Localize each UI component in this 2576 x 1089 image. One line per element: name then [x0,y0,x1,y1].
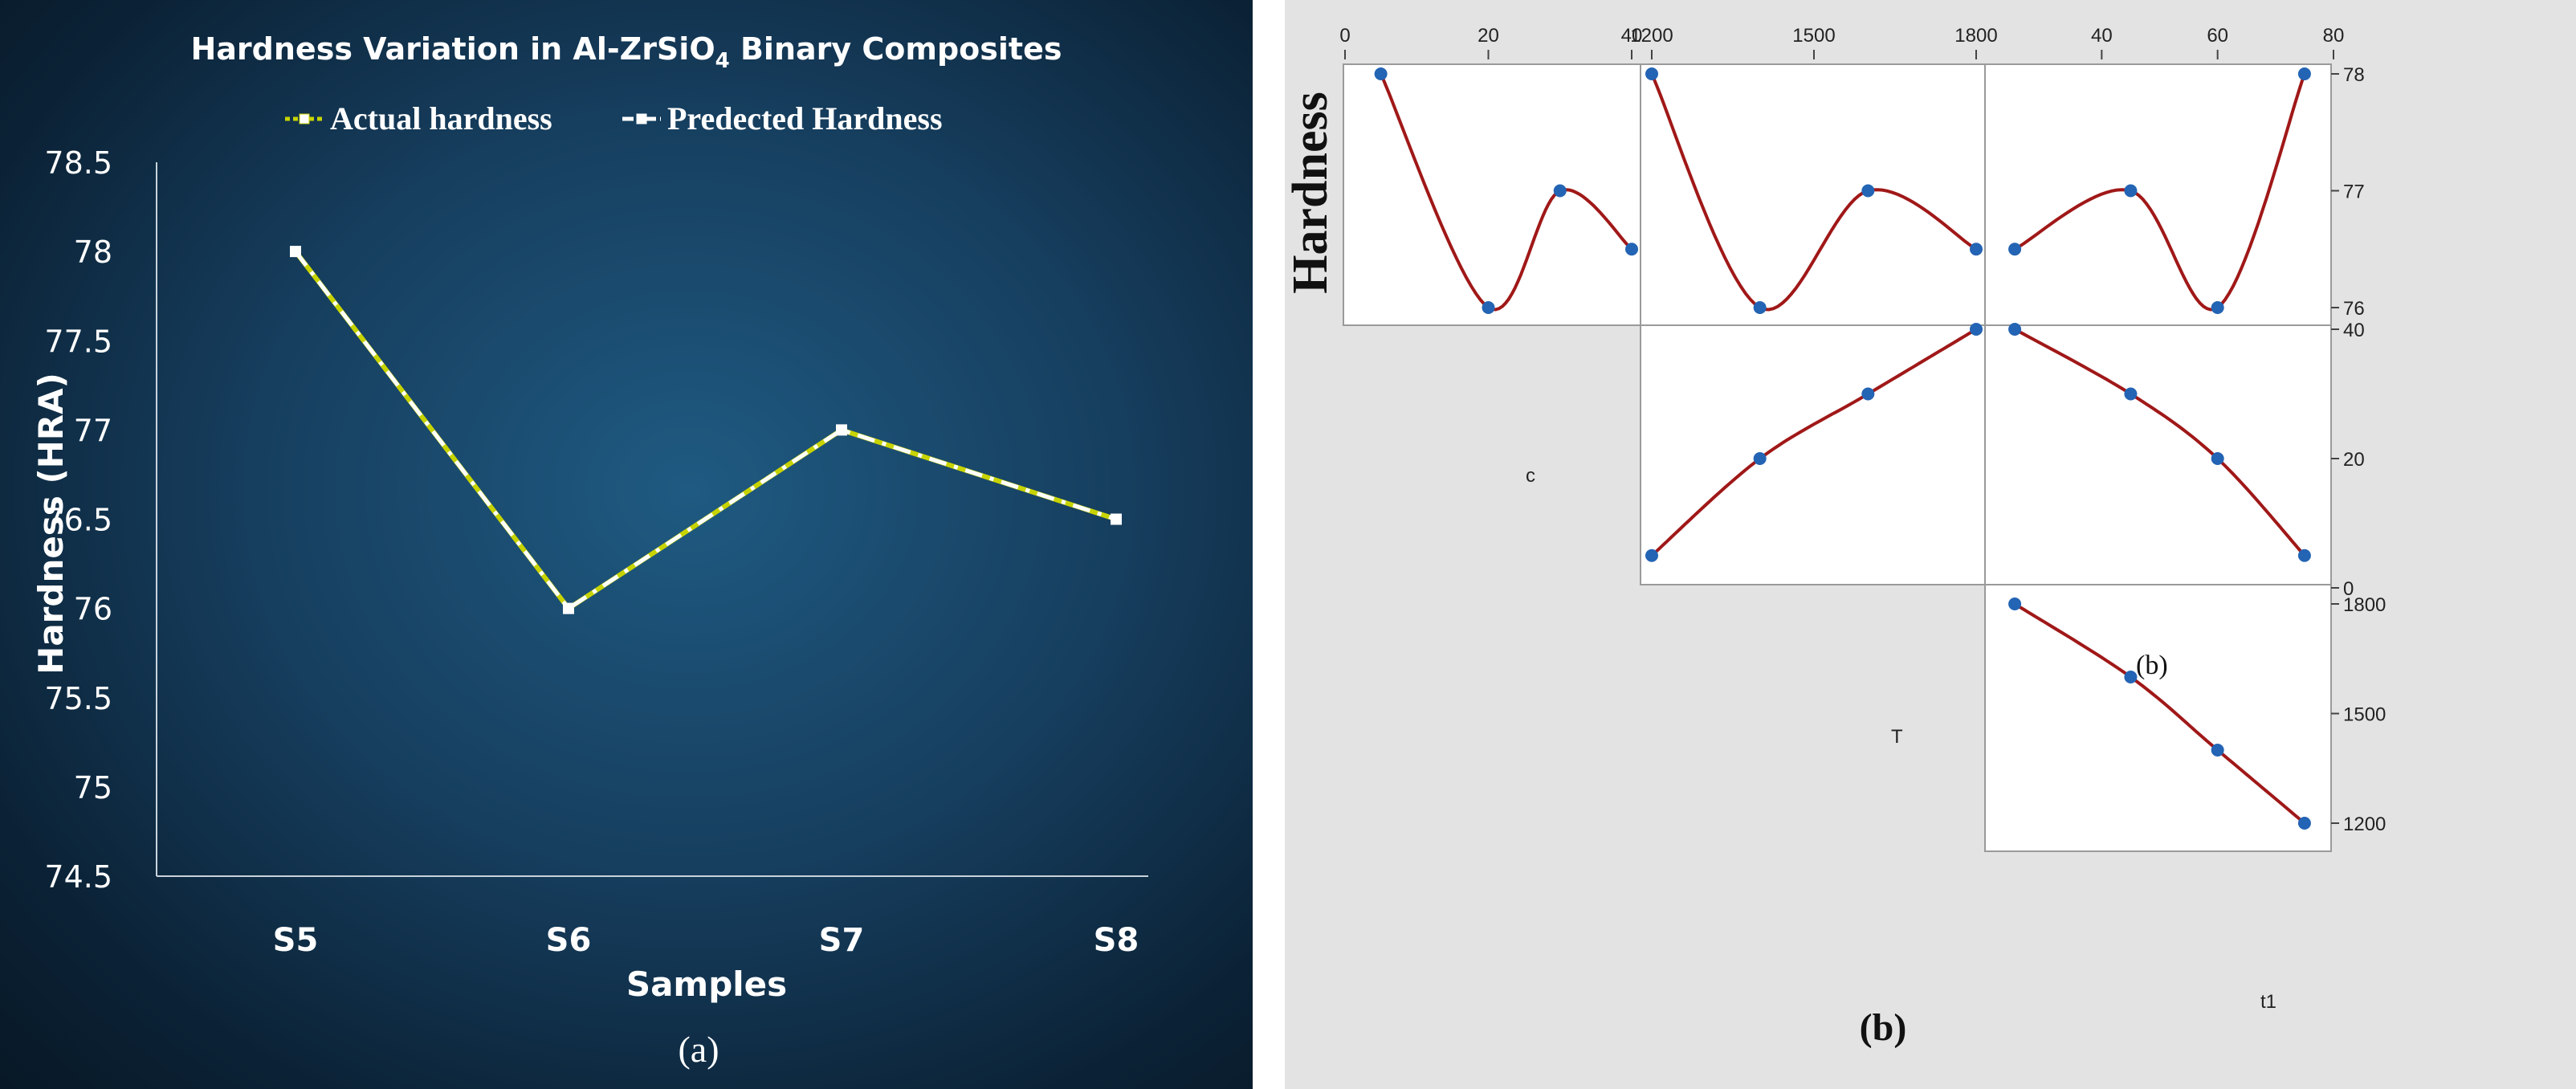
right-tick-label: 1500 [2343,704,2386,726]
panel-label-b-inner: (b) [2136,651,2168,680]
top-tick-label: 1500 [1792,25,1835,47]
factor-label-c: c [1526,465,1535,487]
data-point [2297,549,2311,562]
right-tick-label: 1800 [2343,594,2386,616]
data-point [1625,243,1638,256]
panel-label-b: (b) [1860,1006,1907,1049]
top-tick-label: 80 [2323,25,2345,47]
fit-curve-t1-Hardness [2014,73,2306,312]
data-point [1553,184,1567,198]
fit-curve-c-Hardness [1379,73,1633,312]
data-point [2124,387,2138,401]
subplot-frame-t1-T [1984,584,2332,852]
x-tick-label: S8 [1094,922,1139,959]
subplot-frame-T-Hardness [1640,63,1986,326]
subplot-frame-t1-Hardness [1984,63,2332,326]
y-tick-label: 78 [74,235,112,270]
data-point [2297,67,2311,80]
data-point [1970,323,1983,336]
data-point [2211,452,2224,465]
top-tick-label: 60 [2207,25,2228,47]
right-tick-label: 0 [2343,578,2354,600]
data-point [2297,817,2311,830]
legend-marker-2 [636,113,647,124]
series-line-actual [293,250,1117,612]
data-point [1645,549,1658,562]
subplot-frame-c-Hardness [1343,63,1641,326]
x-tick-label: S7 [819,922,865,959]
legend-marker-1 [299,113,310,124]
legend-label-2: Predected Hardness [667,100,943,137]
y-tick-label: 75.5 [44,681,112,716]
top-tick-label: 40 [1621,25,1643,47]
y-axis-title: Hardness (HRA) [31,373,71,675]
y-tick-label: 76.5 [44,503,112,538]
top-tick-label: 1800 [1954,25,1997,47]
series-line-predicted [294,250,1117,611]
data-point-marker [563,602,574,614]
data-point [1645,67,1658,80]
data-point [1482,301,1495,314]
data-point [1861,184,1875,198]
panel-label-a: (a) [678,1029,719,1070]
factor-label-t1: t1 [2260,991,2276,1013]
top-tick-label: 0 [1339,25,1350,47]
chart-a-panel: Hardness Variation in Al-ZrSiO4 Binary C… [0,0,1253,1089]
data-point [2008,243,2022,256]
y-tick-label: 76 [74,592,112,627]
data-point [1753,301,1767,314]
data-point [2211,301,2224,314]
chart-a-svg: Hardness Variation in Al-ZrSiO4 Binary C… [31,31,1148,1070]
right-tick-label: 40 [2343,320,2365,341]
top-tick-label: 1200 [1630,25,1673,47]
data-point [2124,184,2138,198]
right-tick-label: 20 [2343,449,2365,471]
data-point [2124,671,2138,683]
subplot-frame-T-c [1640,324,1986,585]
y-tick-label: 75 [74,770,112,806]
data-point-marker [836,424,847,436]
data-point [2211,744,2224,757]
data-point [2008,598,2022,610]
factor-label-t: T [1891,726,1903,748]
fit-curve-t1-T [2014,602,2306,825]
data-point-marker [290,246,301,258]
fit-curve-t1-c [2014,328,2306,557]
right-tick-label: 1200 [2343,814,2386,835]
data-point [1753,452,1767,465]
right-tick-label: 77 [2343,182,2365,203]
data-point [1374,67,1388,80]
y-tick-label: 74.5 [44,859,112,895]
subplot-frame-t1-c [1984,324,2332,585]
data-point [1970,243,1983,256]
chart-title: Hardness Variation in Al-ZrSiO4 Binary C… [190,31,1062,73]
y-tick-label: 77.5 [44,324,112,359]
fit-curve-T-c [1650,328,1978,557]
fit-curve-T-Hardness [1650,73,1978,312]
right-tick-label: 76 [2343,298,2365,320]
top-tick-label: 40 [2091,25,2113,47]
x-tick-label: S5 [273,922,319,959]
x-tick-label: S6 [546,922,592,959]
x-axis-title: Samples [626,965,787,1004]
chart-b-panel: Hardness 0 20 40 1200 1500 1800 40 60 80 78 77 76 40 2… [1285,0,2576,1089]
legend-label-1: Actual hardness [330,100,552,137]
response-label: Hardness [1285,92,1338,293]
data-point [1861,387,1875,401]
top-tick-label: 20 [1478,25,1499,47]
y-tick-label: 77 [74,413,112,448]
data-point-marker [1111,513,1122,525]
right-tick-label: 78 [2343,64,2365,86]
data-point [2008,323,2022,336]
y-tick-label: 78.5 [44,145,112,181]
